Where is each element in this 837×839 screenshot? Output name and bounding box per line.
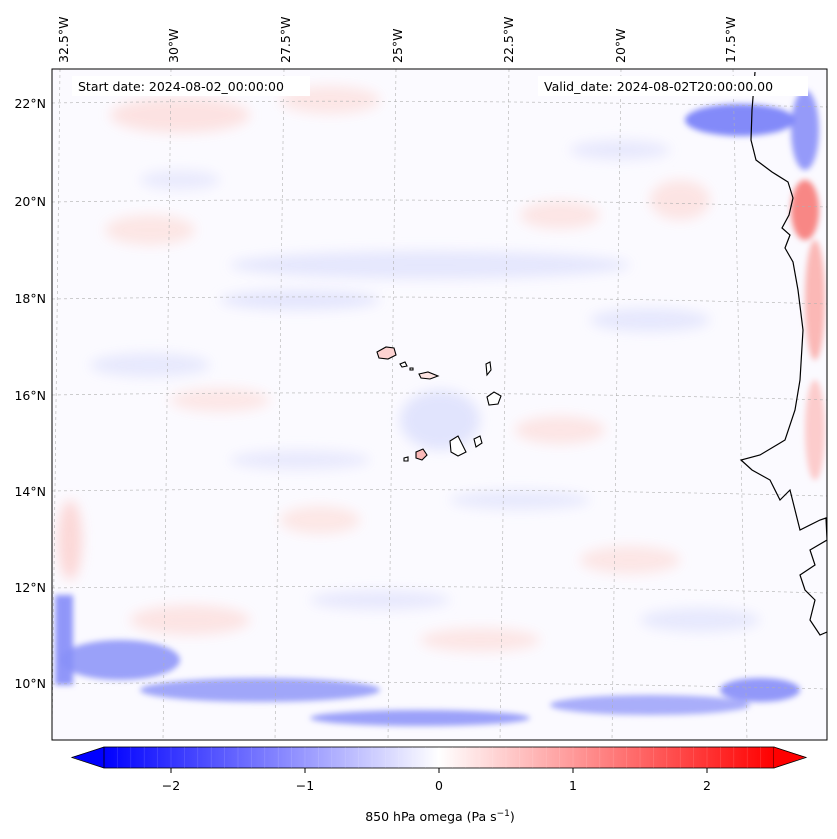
longitude-label: 32.5°W (56, 17, 71, 63)
longitude-label: 27.5°W (278, 17, 293, 63)
longitude-labels: 32.5°W 30°W 27.5°W 25°W 22.5°W 20°W 17.5°W (56, 17, 738, 63)
island-santo-antao (376, 346, 397, 360)
island-sao-nicolau (418, 371, 440, 380)
longitude-label: 22.5°W (501, 17, 516, 63)
map-frame (51, 68, 828, 741)
island-sal (485, 361, 492, 377)
island-boa-vista (486, 391, 502, 406)
latitude-label: 10°N (14, 676, 46, 691)
valid-date-label: Valid_date: 2024-08-02T20:00:00.00 (544, 79, 773, 94)
colorbar-tick-label: −1 (296, 778, 314, 793)
longitude-label: 30°W (166, 28, 181, 63)
graticule (52, 69, 827, 740)
colorbar: −2 −1 0 1 2 850 hPa omega (Pa s−1) (70, 746, 808, 824)
edge-features (55, 90, 825, 726)
latitude-label: 22°N (14, 96, 46, 111)
colorbar-extend-max (774, 747, 806, 768)
colorbar-label: 850 hPa omega (Pa s−1) (365, 809, 515, 824)
island-brava (403, 456, 409, 462)
colorbar-tick-label: −2 (162, 778, 180, 793)
island-fogo (415, 448, 428, 461)
start-date-label: Start date: 2024-08-02_00:00:00 (78, 79, 284, 94)
latitude-label: 12°N (14, 580, 46, 595)
island-maio (473, 435, 483, 448)
map-panel (52, 69, 827, 740)
valid-date-box: Valid_date: 2024-08-02T20:00:00.00 (538, 76, 808, 96)
latitude-label: 20°N (14, 194, 46, 209)
cape-verde-islands (376, 346, 502, 462)
african-coastline (739, 71, 827, 636)
island-santiago (449, 435, 467, 457)
longitude-label: 25°W (390, 28, 405, 63)
colorbar-tick-label: 0 (435, 778, 443, 793)
colorbar-extend-min (72, 747, 104, 768)
island-santa-luzia (409, 367, 414, 371)
longitude-label: 17.5°W (723, 17, 738, 63)
latitude-label: 18°N (14, 291, 46, 306)
latitude-label: 14°N (14, 484, 46, 499)
latitude-labels: 22°N 20°N 18°N 16°N 14°N 12°N 10°N (14, 96, 46, 691)
colorbar-steps (117, 747, 761, 768)
colorbar-ticks: −2 −1 0 1 2 (162, 768, 711, 793)
latitude-label: 16°N (14, 388, 46, 403)
longitude-label: 20°W (613, 28, 628, 63)
start-date-box: Start date: 2024-08-02_00:00:00 (72, 76, 310, 96)
island-sao-vicente (399, 361, 408, 368)
colorbar-tick-label: 1 (569, 778, 577, 793)
colorbar-tick-label: 2 (703, 778, 711, 793)
